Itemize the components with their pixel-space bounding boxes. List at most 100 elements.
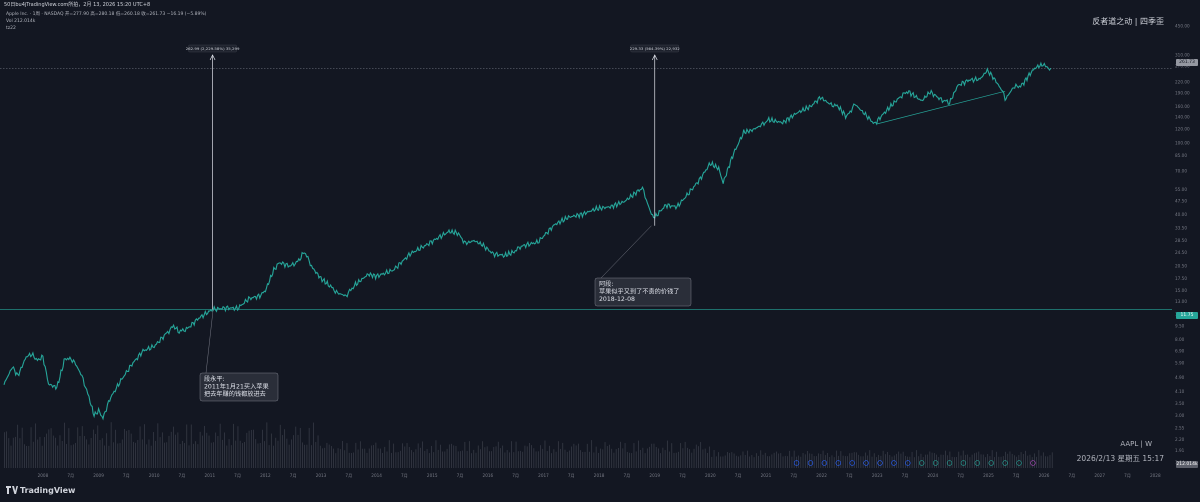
time-tick-label: 2015 <box>427 473 438 478</box>
volume-bar <box>471 453 472 468</box>
volume-bar <box>758 455 759 468</box>
volume-bar <box>662 447 664 468</box>
volume-bar <box>511 441 512 468</box>
volume-bar <box>771 454 773 468</box>
volume-bar <box>902 451 904 468</box>
volume-bar <box>822 450 824 468</box>
volume-bar <box>849 453 851 468</box>
earnings-event-icon[interactable] <box>835 460 841 466</box>
price-axis[interactable]: 450.00310.00270.00220.00190.00160.00140.… <box>1175 24 1190 465</box>
volume-bar <box>994 457 995 468</box>
earnings-event-icon[interactable] <box>863 460 869 466</box>
volume-bar <box>704 448 706 468</box>
price-series[interactable] <box>3 61 1052 421</box>
volume-bar <box>351 452 352 468</box>
earnings-event-icon[interactable] <box>946 460 953 466</box>
time-tick-label: 2010 <box>149 473 160 478</box>
volume-bar <box>500 448 501 468</box>
volume-bar <box>115 429 116 468</box>
volume-bar <box>577 443 579 468</box>
time-tick-label: 2011 <box>204 473 215 478</box>
time-tick-label: 2017 <box>538 473 549 478</box>
volume-bar <box>517 451 519 468</box>
callout-leader <box>600 225 652 279</box>
volume-bar <box>569 450 570 468</box>
volume-bar <box>442 451 443 468</box>
volume-bar <box>640 449 641 468</box>
volume-bar <box>444 451 446 468</box>
earnings-event-icon[interactable] <box>919 460 925 466</box>
volume-bar <box>426 449 428 468</box>
volume-bar <box>629 452 630 468</box>
volume-bar <box>422 441 423 468</box>
event-icons[interactable] <box>793 460 1036 466</box>
earnings-event-icon[interactable] <box>793 460 800 466</box>
earnings-event-icon[interactable] <box>960 460 967 466</box>
volume-bar <box>400 450 401 468</box>
earnings-event-icon[interactable] <box>849 460 855 466</box>
volume-bar <box>404 446 406 468</box>
volume-bar <box>333 448 334 468</box>
volume-bar <box>611 448 613 468</box>
earnings-event-icon[interactable] <box>807 460 814 466</box>
volume-bar <box>148 439 150 468</box>
volume-bar <box>346 443 348 468</box>
volume-bar <box>286 438 288 468</box>
volume-bar <box>1014 455 1015 468</box>
volume-bar <box>379 448 381 468</box>
tradingview-logo[interactable]: TradingView <box>6 486 75 495</box>
callout-text: 阿段: <box>599 280 613 288</box>
earnings-event-icon[interactable] <box>974 460 981 466</box>
support-price-tag: 11.75 <box>1176 312 1198 319</box>
volume-bar <box>918 456 920 468</box>
trend-line[interactable] <box>877 90 1006 125</box>
volume-bar <box>311 445 312 468</box>
earnings-event-icon[interactable] <box>932 460 939 466</box>
volume-bar <box>960 455 962 468</box>
volume-bar <box>480 449 481 468</box>
price-tick-label: 40.00 <box>1175 212 1187 217</box>
volume-bar <box>880 455 882 468</box>
earnings-event-icon[interactable] <box>1030 460 1036 466</box>
volume-bar <box>12 437 14 468</box>
time-axis[interactable]: 2008 7月 2009 7月 2010 7月 2011 7月 2012 7月 2013 7月 2014… <box>38 473 1161 479</box>
volume-bar <box>671 443 673 468</box>
volume-bar <box>433 452 435 468</box>
price-tick-label: 8.00 <box>1175 337 1185 342</box>
volume-bar <box>146 444 148 468</box>
volume-bar <box>210 442 212 468</box>
volume-bar <box>871 456 873 468</box>
volume-bar <box>693 448 695 468</box>
volume-bar <box>780 453 782 468</box>
earnings-event-icon[interactable] <box>988 460 994 466</box>
price-tick-label: 55.00 <box>1175 187 1187 192</box>
price-markers[interactable]: 262.99 (2,229.58%) 35,299 229.33 (564.39%… <box>186 44 681 310</box>
earnings-event-icon[interactable] <box>905 460 911 466</box>
time-tick-label: 7月 <box>179 473 186 479</box>
volume-bar <box>79 436 81 468</box>
volume-bar <box>833 457 835 468</box>
earnings-event-icon[interactable] <box>821 460 828 466</box>
volume-bar <box>448 444 450 468</box>
price-tick-label: 1.91 <box>1175 448 1185 453</box>
volume-bar <box>270 433 272 468</box>
earnings-event-icon[interactable] <box>877 460 883 466</box>
volume-bar <box>571 446 573 468</box>
volume-bar <box>184 443 185 468</box>
price-tick-label: 120.00 <box>1175 126 1190 131</box>
volume-bar <box>435 440 437 468</box>
earnings-event-icon[interactable] <box>891 460 897 466</box>
volume-bar <box>945 450 946 468</box>
volume-bar <box>1018 455 1020 468</box>
volume-bar <box>956 456 957 468</box>
volume-bar <box>802 453 804 468</box>
earnings-event-icon[interactable] <box>1002 460 1008 466</box>
volume-bar <box>522 451 524 468</box>
volume-bar <box>1020 452 1022 468</box>
volume-bar <box>1038 450 1040 468</box>
callout-box[interactable] <box>199 372 279 402</box>
callout-box[interactable] <box>594 277 692 307</box>
earnings-event-icon[interactable] <box>1016 460 1022 466</box>
